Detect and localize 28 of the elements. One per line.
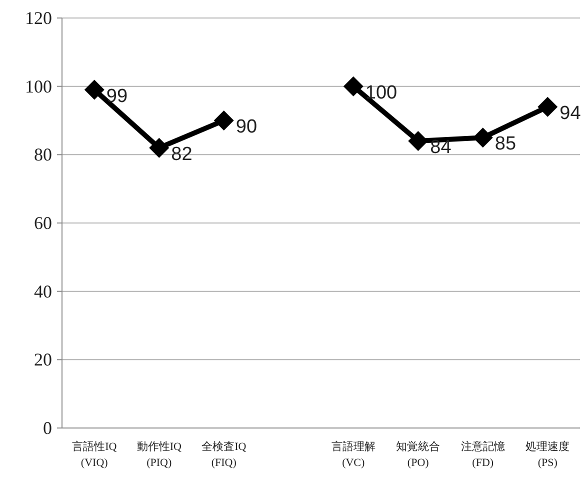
x-tick-label: 言語理解 (VC) [331,440,376,469]
point [343,76,364,96]
y-tick-label: 20 [34,350,52,370]
point [214,110,234,130]
data-label: 85 [494,134,516,155]
x-tick-label: 全検査IQ (FIQ) [202,440,246,469]
data-label: 100 [365,82,398,104]
y-tick-label: 100 [25,76,52,96]
data-label: 99 [106,86,128,107]
data-label: 94 [560,102,582,124]
point [538,96,558,117]
x-tick-label: 知覚統合 (PO) [396,440,440,469]
point [408,131,428,151]
x-tick-label: 処理速度 (PS) [526,440,570,469]
x-tick-label: 注意記憶 (FD) [460,440,505,469]
x-tick-label: 動作性IQ (PIQ) [136,441,182,469]
data-label: 90 [236,116,258,138]
y-tick-label: 80 [34,144,52,165]
y-tick-label: 120 [25,8,52,28]
point [472,128,493,148]
y-tick-label: 40 [34,281,52,302]
y-tick-label: 60 [34,213,52,233]
y-tick-label: 0 [43,418,52,438]
point [149,138,170,158]
data-label: 84 [430,137,452,158]
x-tick-label: 言語性IQ (VIQ) [72,440,117,469]
point [84,80,104,100]
data-label: 82 [171,144,192,165]
